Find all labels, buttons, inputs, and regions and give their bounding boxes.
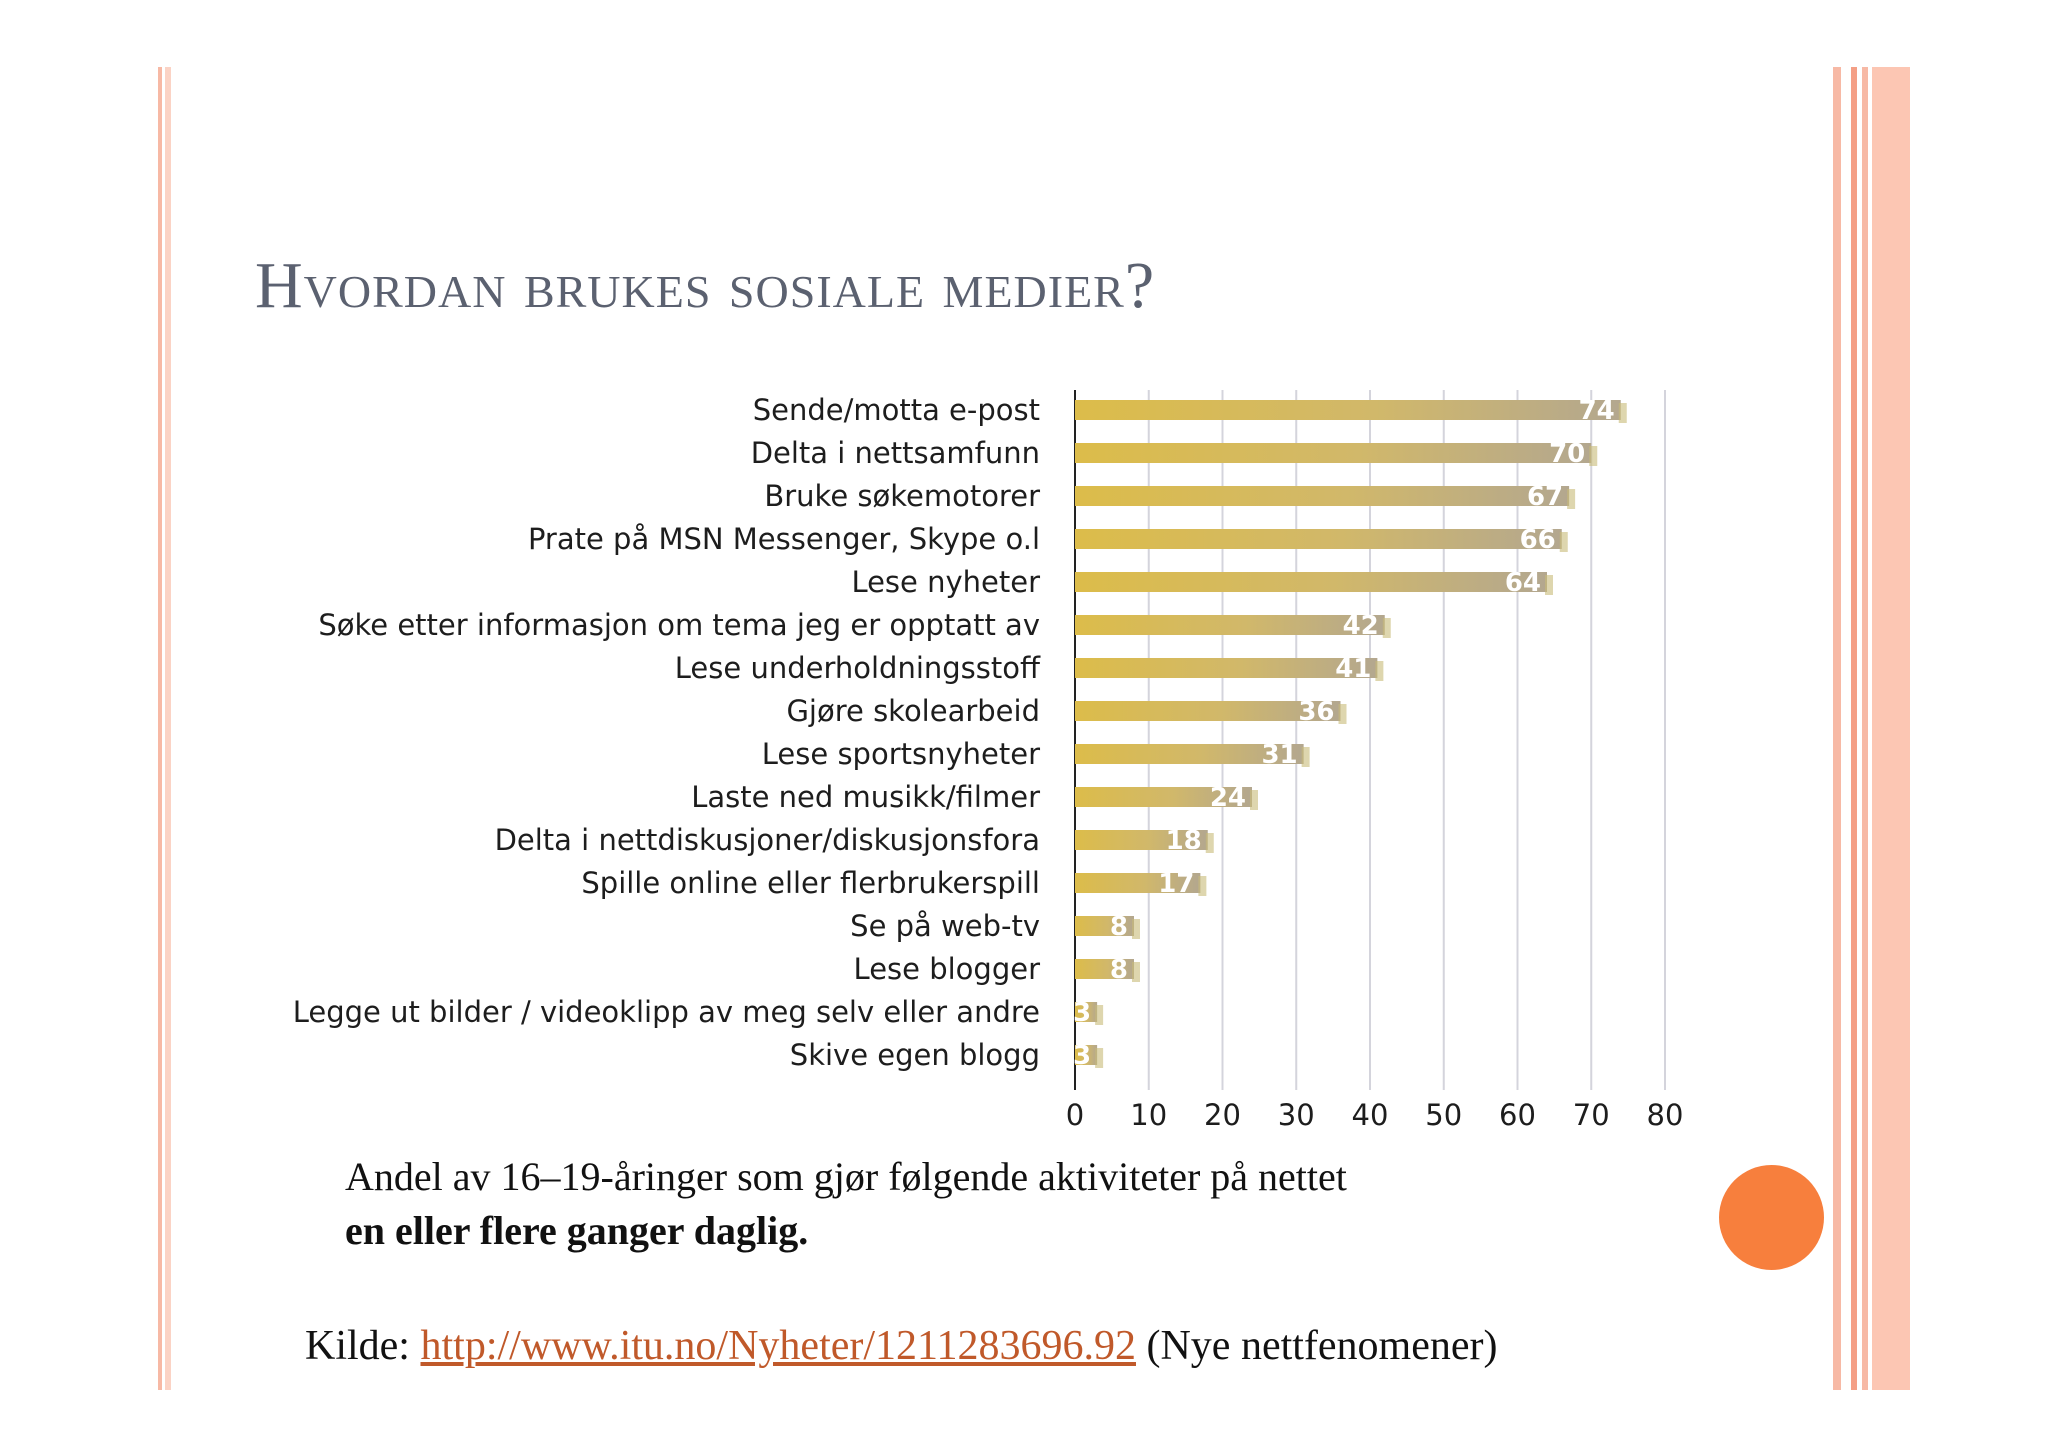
bar [1075,1045,1098,1065]
left-border-stripe [158,67,162,1390]
bar-shadow [1375,661,1384,681]
category-label: Bruke søkemotorer [764,479,1040,513]
bar-value-label: 18 [1166,826,1202,856]
right-border-stripe [1851,67,1857,1390]
bar-value-label: 3 [1073,1041,1091,1071]
category-label: Delta i nettdiskusjoner/diskusjonsfora [495,823,1040,857]
category-label: Spille online eller flerbrukerspill [581,866,1040,900]
right-border-stripe [1862,67,1868,1390]
bar [1075,615,1385,635]
bar [1075,1002,1098,1022]
category-label: Laste ned musikk/filmer [691,780,1040,814]
bar-shadow [1095,1005,1104,1025]
bar-shadow [1589,446,1598,466]
bar-shadow [1338,704,1347,724]
bar-value-label: 8 [1110,955,1128,985]
x-tick-label: 0 [1066,1098,1084,1132]
bar-value-label: 24 [1210,783,1246,813]
category-label: Delta i nettsamfunn [751,436,1040,470]
bar-value-label: 31 [1261,740,1297,770]
bar-value-label: 17 [1158,869,1194,899]
bar-shadow [1198,876,1207,896]
x-tick-label: 20 [1204,1098,1241,1132]
bar-shadow [1132,962,1140,982]
orange-circle-decoration [1719,1165,1824,1270]
x-tick-label: 50 [1425,1098,1462,1132]
category-label: Lese blogger [854,952,1041,986]
source-prefix: Kilde: [305,1323,421,1369]
category-label: Se på web-tv [850,909,1040,943]
bar-shadow [1095,1048,1104,1068]
bar-value-label: 3 [1073,998,1091,1028]
slide-title: Hvordan brukes sosiale medier? [255,249,1156,322]
category-label: Legge ut bilder / videoklipp av meg selv… [293,995,1040,1029]
category-label: Sende/motta e-post [753,393,1040,427]
bar [1075,830,1208,850]
right-border-stripe [1833,67,1841,1390]
category-label: Lese underholdningsstoff [675,651,1041,685]
caption-line-1: Andel av 16–19-åringer som gjør følgende… [345,1154,1347,1199]
bar-value-label: 67 [1527,482,1563,512]
bar-shadow [1559,532,1568,552]
bar-shadow [1567,489,1576,509]
bar-shadow [1301,747,1310,767]
bar-value-label: 64 [1505,568,1541,598]
source-link[interactable]: http://www.itu.no/Nyheter/1211283696.92 [420,1323,1136,1369]
bar-shadow [1618,403,1627,423]
bar-value-label: 42 [1343,611,1379,641]
bar [1075,443,1592,463]
x-tick-label: 30 [1278,1098,1315,1132]
category-label: Lese nyheter [851,565,1040,599]
bar [1075,959,1134,979]
source-line: Kilde: http://www.itu.no/Nyheter/1211283… [305,1322,1497,1370]
bar [1075,701,1341,721]
chart-caption: Andel av 16–19-åringer som gjør følgende… [345,1150,1645,1258]
bar [1075,787,1252,807]
x-axis-ticks: 0 10 20 30 40 50 60 70 80 [1066,1098,1684,1132]
caption-line-2: en eller flere ganger daglig. [345,1208,809,1253]
source-suffix: (Nye nettfenomener) [1135,1323,1498,1369]
category-label: Lese sportsnyheter [762,737,1040,771]
x-tick-label: 80 [1647,1098,1684,1132]
bar [1075,486,1570,506]
x-tick-label: 10 [1130,1098,1167,1132]
category-label: Søke etter informasjon om tema jeg er op… [318,608,1040,642]
left-border-stripe-inner [165,67,171,1390]
x-tick-label: 70 [1573,1098,1610,1132]
bar [1075,400,1621,420]
bar-value-label: 41 [1335,654,1371,684]
bar-value-label: 8 [1110,912,1128,942]
bar-shadow [1132,919,1140,939]
bar-shadow [1205,833,1214,853]
right-border-band [1872,67,1910,1390]
bar-shadow [1545,575,1553,595]
x-tick-label: 40 [1352,1098,1389,1132]
bar-value-label: 70 [1549,439,1585,469]
bar-value-label: 36 [1298,697,1334,727]
bar-shadow [1382,618,1391,638]
category-label: Skive egen blogg [790,1038,1040,1072]
bar [1075,529,1562,549]
bar [1075,658,1378,678]
category-label: Gjøre skolearbeid [786,694,1040,728]
bar [1075,873,1201,893]
x-tick-label: 60 [1499,1098,1536,1132]
bar [1075,572,1547,592]
bar [1075,744,1304,764]
bar-value-label: 66 [1520,525,1556,555]
bar-value-label: 74 [1579,396,1615,426]
bar-shadow [1250,790,1258,810]
category-label: Prate på MSN Messenger, Skype o.l [528,522,1040,556]
bar [1075,916,1134,936]
category-labels: Sende/motta e-post Delta i nettsamfunn Bru… [293,393,1041,1072]
